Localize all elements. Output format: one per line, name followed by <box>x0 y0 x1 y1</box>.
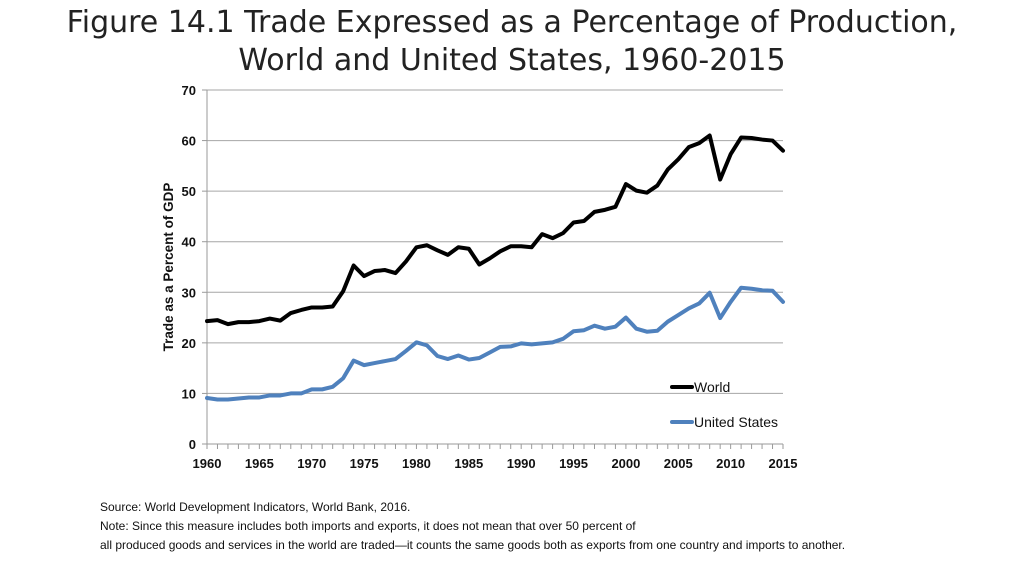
x-tick-label-1985: 1985 <box>454 456 483 471</box>
title-line-2: World and United States, 1960-2015 <box>238 43 786 78</box>
x-tick-label-1970: 1970 <box>297 456 326 471</box>
y-tick-label-30: 30 <box>182 285 196 300</box>
note-line-2: all produced goods and services in the w… <box>100 538 846 552</box>
x-tick-label-2005: 2005 <box>664 456 693 471</box>
source-notes: Source: World Development Indicators, Wo… <box>100 498 1000 555</box>
y-tick-label-70: 70 <box>182 83 196 98</box>
source-line: Source: World Development Indicators, Wo… <box>100 500 411 514</box>
x-tick-label-1990: 1990 <box>507 456 536 471</box>
title-line-1: Figure 14.1 Trade Expressed as a Percent… <box>66 5 958 40</box>
y-tick-label-40: 40 <box>182 235 196 250</box>
x-tick-labels: 1960 1965 1970 1975 1980 1985 1990 1995 2000 2005… <box>193 444 798 471</box>
legend-label-united-states: United States <box>694 414 778 430</box>
x-tick-label-1995: 1995 <box>559 456 588 471</box>
x-tick-label-2010: 2010 <box>716 456 745 471</box>
y-tick-label-0: 0 <box>189 437 196 452</box>
series-line-world <box>205 133 785 327</box>
y-axis-label: Trade as a Percent of GDP <box>161 183 176 352</box>
x-tick-label-1960: 1960 <box>193 456 222 471</box>
line-chart: 0 10 20 30 40 50 60 70 1960 1965 1970 1975 1980 1985… <box>161 83 798 471</box>
x-tick-label-2000: 2000 <box>611 456 640 471</box>
series-lines <box>205 133 785 402</box>
series-line-united-states <box>205 285 785 402</box>
slide-title: Figure 14.1 Trade Expressed as a Percent… <box>0 4 1024 80</box>
legend: World United States <box>670 379 778 430</box>
y-tick-labels: 0 10 20 30 40 50 60 70 <box>182 83 207 452</box>
y-tick-label-10: 10 <box>182 386 196 401</box>
y-tick-label-60: 60 <box>182 134 196 149</box>
y-tick-label-20: 20 <box>182 336 196 351</box>
x-tick-label-2015: 2015 <box>769 456 798 471</box>
x-tick-label-1965: 1965 <box>245 456 274 471</box>
x-tick-label-1975: 1975 <box>350 456 379 471</box>
note-line-1: Note: Since this measure includes both i… <box>100 519 636 533</box>
x-tick-label-1980: 1980 <box>402 456 431 471</box>
axes <box>206 90 783 445</box>
legend-label-world: World <box>694 379 730 395</box>
y-tick-label-50: 50 <box>182 184 196 199</box>
